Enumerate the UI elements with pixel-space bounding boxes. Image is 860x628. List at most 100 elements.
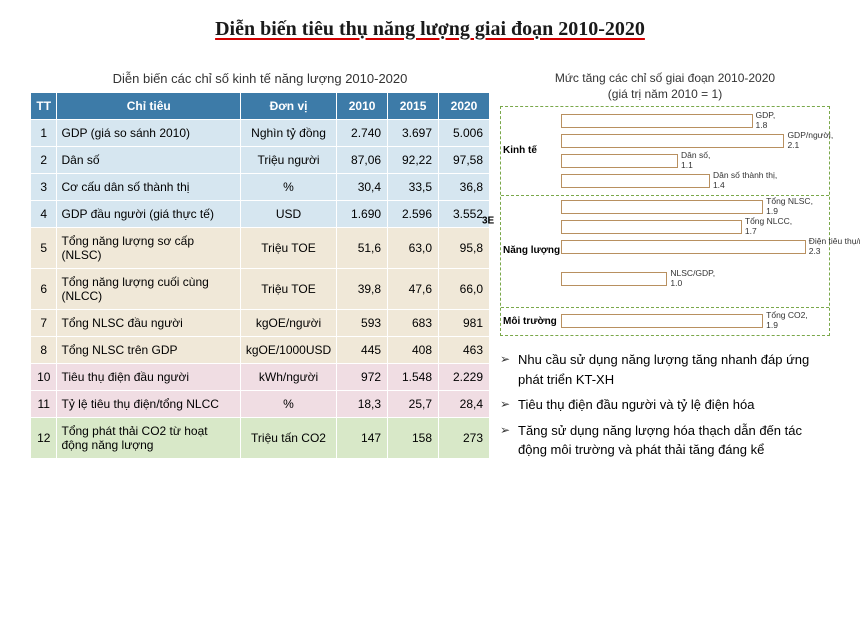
table-cell: 95,8: [439, 228, 490, 269]
table-title: Diễn biến các chỉ số kinh tế năng lượng …: [30, 71, 490, 86]
table-cell: 2.596: [388, 201, 439, 228]
table-cell: Dân số: [57, 147, 240, 174]
table-cell: 273: [439, 418, 490, 459]
table-row: 10Tiêu thụ điện đầu ngườikWh/người9721.5…: [31, 364, 490, 391]
table-cell: 147: [337, 418, 388, 459]
bullet-item: Tiêu thụ điện đầu người và tỷ lệ điện hó…: [500, 395, 830, 415]
table-cell: 33,5: [388, 174, 439, 201]
table-cell: 39,8: [337, 269, 388, 310]
table-cell: 97,58: [439, 147, 490, 174]
table-cell: 10: [31, 364, 57, 391]
table-cell: 66,0: [439, 269, 490, 310]
chart-bar: [561, 154, 678, 168]
th-tt: TT: [31, 93, 57, 120]
chart-bar-label: Tổng NLSC,1.9: [766, 197, 813, 216]
bullet-item: Tăng sử dụng năng lượng hóa thạch dẫn đế…: [500, 421, 830, 460]
table-cell: Tổng NLSC đầu người: [57, 310, 240, 337]
chart-bar-row: GDP/người,2.1: [561, 133, 827, 149]
table-row: 6Tổng năng lượng cuối cùng (NLCC)Triệu T…: [31, 269, 490, 310]
table-row: 8Tổng NLSC trên GDPkgOE/1000USD445408463: [31, 337, 490, 364]
data-table: TT Chỉ tiêu Đơn vị 2010 2015 2020 1GDP (…: [30, 92, 490, 459]
table-cell: 1.548: [388, 364, 439, 391]
chart-bar-label: Dân số,1.1: [681, 151, 710, 170]
table-cell: 28,4: [439, 391, 490, 418]
chart-bar-label: GDP,1.8: [756, 111, 776, 130]
bullet-item: Nhu cầu sử dụng năng lượng tăng nhanh đá…: [500, 350, 830, 389]
chart-bar: [561, 240, 806, 254]
table-cell: Tổng NLSC trên GDP: [57, 337, 240, 364]
chart-title-line1: Mức tăng các chỉ số giai đoạn 2010-2020: [555, 71, 775, 85]
chart-divider: [501, 307, 829, 308]
chart-bar-row: Tổng CO2,1.9: [561, 313, 827, 329]
table-row: 12Tổng phát thải CO2 từ hoạt động năng l…: [31, 418, 490, 459]
table-cell: 5: [31, 228, 57, 269]
table-cell: 4: [31, 201, 57, 228]
table-cell: 8: [31, 337, 57, 364]
table-row: 2Dân sốTriệu người87,0692,2297,58: [31, 147, 490, 174]
table-cell: USD: [240, 201, 336, 228]
table-cell: 683: [388, 310, 439, 337]
table-cell: Triệu TOE: [240, 269, 336, 310]
table-cell: 47,6: [388, 269, 439, 310]
chart-bar: [561, 134, 784, 148]
chart-bar: [561, 220, 742, 234]
table-cell: 3: [31, 174, 57, 201]
chart-bar-label: Tổng CO2,1.9: [766, 311, 808, 330]
th-2020: 2020: [439, 93, 490, 120]
table-cell: GDP đầu người (giá thực tế): [57, 201, 240, 228]
chart-bar-row: Điện tiêu thụ/người,2.3: [561, 239, 827, 255]
table-cell: 158: [388, 418, 439, 459]
chart-category-label: Môi trường: [503, 316, 557, 327]
chart-bar-label: NLSC/GDP,1.0: [670, 269, 715, 288]
table-cell: 972: [337, 364, 388, 391]
table-cell: Cơ cấu dân số thành thị: [57, 174, 240, 201]
table-cell: 2.229: [439, 364, 490, 391]
table-cell: 18,3: [337, 391, 388, 418]
chart-bar-label: Điện tiêu thụ/người,2.3: [809, 237, 860, 256]
table-cell: Tổng năng lượng sơ cấp (NLSC): [57, 228, 240, 269]
chart-bar-row: NLSC/GDP,1.0: [561, 271, 827, 287]
chart-bar-row: GDP,1.8: [561, 113, 827, 129]
table-cell: 6: [31, 269, 57, 310]
chart-bar-label: Dân số thành thị,1.4: [713, 171, 777, 190]
table-cell: Triệu TOE: [240, 228, 336, 269]
chart-category-label: Năng lượng: [503, 245, 560, 256]
chart-title-line2: (giá trị năm 2010 = 1): [608, 87, 722, 101]
chart-bar-row: Dân số,1.1: [561, 153, 827, 169]
chart-bar: [561, 272, 667, 286]
bullet-list: Nhu cầu sử dụng năng lượng tăng nhanh đá…: [500, 350, 830, 460]
table-cell: 25,7: [388, 391, 439, 418]
chart-category-label: Kinh tế: [503, 145, 537, 156]
table-cell: 1.690: [337, 201, 388, 228]
table-cell: %: [240, 391, 336, 418]
table-cell: Tỷ lệ tiêu thụ điện/tổng NLCC: [57, 391, 240, 418]
table-cell: 11: [31, 391, 57, 418]
th-2010: 2010: [337, 93, 388, 120]
content-columns: Diễn biến các chỉ số kinh tế năng lượng …: [30, 71, 830, 466]
table-cell: Tiêu thụ điện đầu người: [57, 364, 240, 391]
chart-bar-row: Tổng NLCC,1.7: [561, 219, 827, 235]
chart-title: Mức tăng các chỉ số giai đoạn 2010-2020 …: [500, 71, 830, 102]
table-cell: kWh/người: [240, 364, 336, 391]
table-cell: 408: [388, 337, 439, 364]
table-cell: 463: [439, 337, 490, 364]
table-cell: Tổng năng lượng cuối cùng (NLCC): [57, 269, 240, 310]
chart-bar-label: GDP/người,2.1: [787, 131, 833, 150]
table-cell: GDP (giá so sánh 2010): [57, 120, 240, 147]
left-column: Diễn biến các chỉ số kinh tế năng lượng …: [30, 71, 490, 466]
table-cell: %: [240, 174, 336, 201]
chart-bar-row: Dân số thành thị,1.4: [561, 173, 827, 189]
chart-bar: [561, 114, 753, 128]
table-row: 5Tổng năng lượng sơ cấp (NLSC)Triệu TOE5…: [31, 228, 490, 269]
table-cell: 51,6: [337, 228, 388, 269]
chart-bar-label: Tổng NLCC,1.7: [745, 217, 792, 236]
table-cell: 2.740: [337, 120, 388, 147]
table-cell: kgOE/1000USD: [240, 337, 336, 364]
table-row: 1GDP (giá so sánh 2010)Nghìn tỷ đồng2.74…: [31, 120, 490, 147]
th-2015: 2015: [388, 93, 439, 120]
table-cell: 7: [31, 310, 57, 337]
table-cell: 2: [31, 147, 57, 174]
table-cell: 981: [439, 310, 490, 337]
table-cell: 36,8: [439, 174, 490, 201]
table-row: 4GDP đầu người (giá thực tế)USD1.6902.59…: [31, 201, 490, 228]
